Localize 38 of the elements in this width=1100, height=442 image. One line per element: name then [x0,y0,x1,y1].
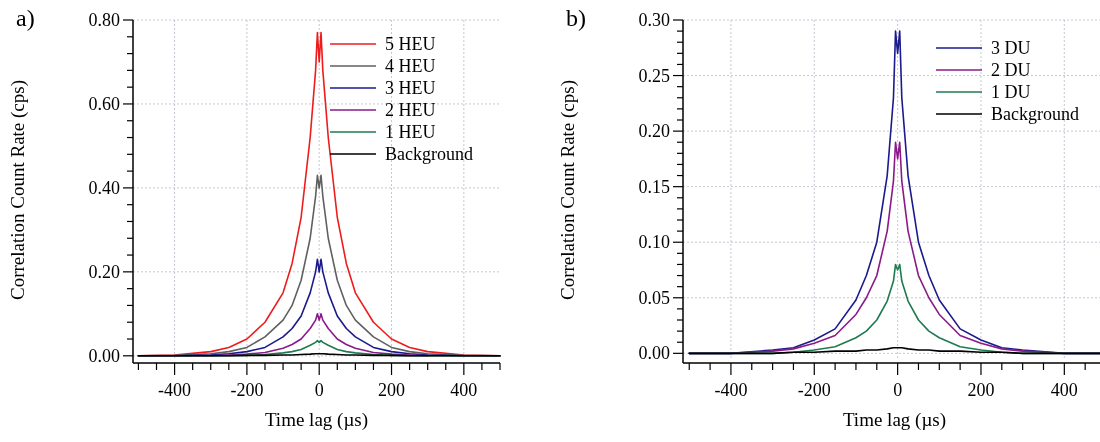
text: b) [566,5,586,31]
y-tick-label: 0.00 [638,343,670,364]
x-tick-label: -200 [797,380,831,400]
y-tick-label: 0.20 [638,121,670,142]
y-tick-label: 0.60 [88,93,120,114]
legend-label: 5 HEU [385,34,436,54]
x-tick-label: 200 [378,380,406,400]
x-axis-title: Time lag (µs) [264,409,369,431]
y-tick-label: 0.25 [638,65,670,86]
legend-label: Background [385,144,473,164]
y-tick-label: 0.40 [88,177,120,198]
legend-label: 1 DU [991,82,1031,102]
y-tick-label: 0.00 [88,345,120,366]
y-tick-label: 0.80 [88,10,120,30]
x-axis-title: Time lag (µs) [842,409,947,431]
y-tick-label: 0.15 [638,176,670,197]
y-tick-label: 0.30 [638,10,670,30]
legend-label: 3 DU [991,38,1031,58]
x-tick-label: 400 [450,380,478,400]
x-tick-label: -200 [230,380,264,400]
legend-label: 2 DU [991,60,1031,80]
y-tick-label: 0.05 [638,287,670,308]
legend-label: 4 HEU [385,56,436,76]
y-axis-title: Correlation Count Rate (cps) [557,79,579,301]
x-tick-label: -400 [714,380,748,400]
y-tick-label: 0.10 [638,232,670,253]
x-tick-label: -400 [158,380,192,400]
legend-label: 3 HEU [385,78,436,98]
x-tick-label: 0 [893,380,903,400]
x-tick-label: 200 [967,380,995,400]
text: a) [16,5,35,31]
y-axis-title: Correlation Count Rate (cps) [7,79,29,301]
legend-label: Background [991,104,1079,124]
y-tick-label: 0.20 [88,261,120,282]
x-tick-label: 400 [1050,380,1078,400]
legend-label: 1 HEU [385,122,436,142]
x-tick-label: 0 [314,380,324,400]
legend-label: 2 HEU [385,100,436,120]
